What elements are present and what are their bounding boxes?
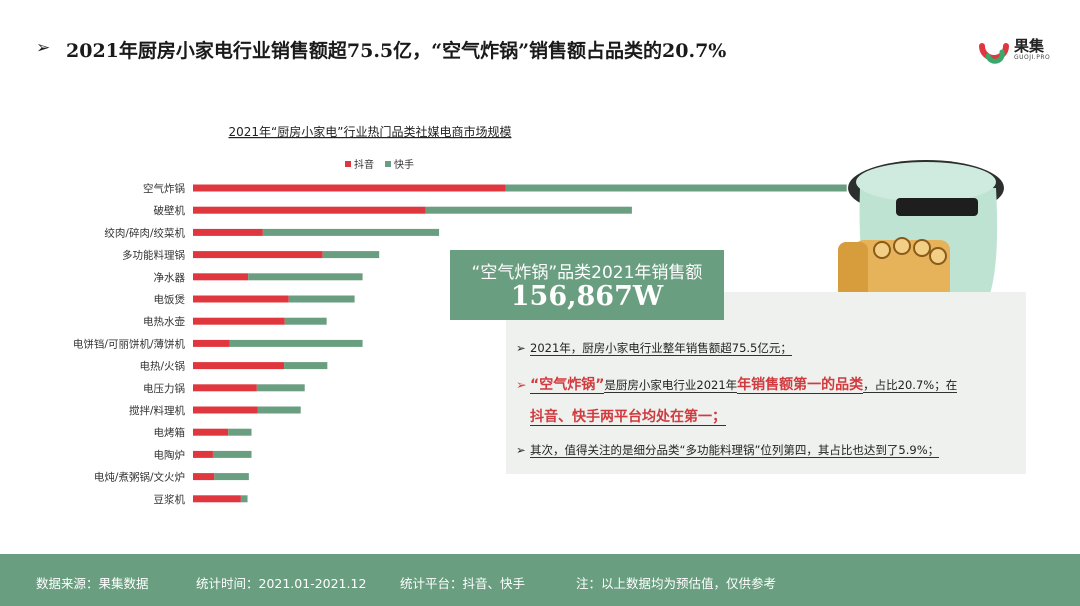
footer: 数据来源：果集数据 统计时间：2021.01-2021.12 统计平台：抖音、快… (0, 554, 1080, 606)
bar-segment-2 (284, 317, 327, 325)
category-label: 电饼铛/可丽饼机/薄饼机 (73, 337, 186, 350)
note-3-text: 其次，值得关注的是细分品类“多功能料理锅”位列第四，其占比也达到了5.9%； (530, 443, 940, 458)
bar-segment-2 (257, 406, 301, 414)
category-label: 豆浆机 (154, 493, 186, 506)
bar-segment-2 (262, 228, 440, 236)
bar-segment-2 (322, 251, 380, 259)
chart-title: 2021年“厨房小家电”行业热门品类社媒电商市场规模 (229, 124, 512, 139)
bar-segment-1 (193, 495, 241, 503)
footer-period: 统计时间：2021.01-2021.12 (196, 576, 367, 591)
bar-segment-1 (193, 228, 263, 236)
note-1: ➢ 2021年，厨房小家电行业整年销售额超75.5亿元； (516, 340, 792, 356)
note-arrow-icon: ➢ (516, 443, 526, 457)
callout-value: 156,867W (510, 281, 664, 312)
category-label: 破壁机 (154, 204, 186, 217)
footer-note: 注：以上数据均为预估值，仅供参考 (576, 576, 777, 591)
note-3: ➢ 其次，值得关注的是细分品类“多功能料理锅”位列第四，其占比也达到了5.9%； (516, 442, 940, 458)
page-title: 2021年厨房小家电行业销售额超75.5亿，“空气炸锅”销售额占品类的20.7% (66, 40, 727, 62)
bar-segment-1 (193, 184, 506, 192)
note-2-text-b: ，占比20.7%；在 (863, 378, 958, 393)
category-label: 搅拌/料理机 (129, 404, 186, 417)
bar-segment-2 (214, 473, 249, 481)
category-label: 绞肉/碎肉/绞菜机 (104, 226, 185, 239)
header: ➢ 2021年厨房小家电行业销售额超75.5亿，“空气炸锅”销售额占品类的20.… (0, 0, 1080, 80)
bar-segment-1 (193, 428, 229, 436)
note-arrow-icon: ➢ (516, 341, 526, 355)
bar-segment-2 (256, 384, 305, 392)
chart-area: 2021年“厨房小家电”行业热门品类社媒电商市场规模抖音 快手空气炸锅破壁机绞肉/… (40, 118, 900, 518)
bar-segment-1 (193, 450, 213, 458)
category-label: 电饭煲 (154, 293, 186, 306)
legend-label-2: 快手 (394, 158, 414, 171)
bar-segment-2 (240, 495, 248, 503)
bar-segment-1 (193, 295, 289, 303)
category-label: 空气炸锅 (143, 182, 185, 195)
logo-mark-icon (979, 43, 1009, 64)
bar-segment-1 (193, 339, 230, 347)
notes-panel: ➢ 2021年，厨房小家电行业整年销售额超75.5亿元； ➢ “空气炸锅”是厨房小家… (506, 292, 1026, 474)
logo-sub-text: GUOJI.PRO (1014, 54, 1051, 61)
bar-segment-1 (193, 384, 257, 392)
category-label: 电炖/煮粥锅/文火炉 (94, 471, 185, 484)
bar-segment-2 (284, 362, 328, 370)
bar-segment-2 (228, 428, 252, 436)
note-2-line2: 抖音、快手两平台均处在第一； (530, 406, 726, 426)
legend-swatch-2 (385, 161, 391, 167)
note-2-highlight-b: 年销售额第一的品类 (737, 377, 864, 394)
callout-box: “空气炸锅”品类2021年销售额 156,867W (450, 250, 724, 320)
note-2-text-a: 是厨房小家电行业2021年 (604, 378, 738, 393)
legend-swatch-1 (345, 161, 351, 167)
note-2-platforms: 抖音、快手两平台均处在第一； (530, 409, 726, 426)
brand-logo: 果集 GUOJI.PRO (978, 34, 1051, 66)
note-arrow-icon: ➢ (516, 377, 527, 392)
bullet-arrow-icon: ➢ (36, 38, 51, 58)
bar-segment-2 (288, 295, 355, 303)
category-label: 电热水壶 (143, 315, 185, 328)
category-label: 电压力锅 (143, 382, 185, 395)
note-2: ➢ “空气炸锅”是厨房小家电行业2021年年销售额第一的品类，占比20.7%；在 (516, 374, 958, 394)
category-label: 电热/火锅 (139, 360, 185, 373)
bar-segment-2 (505, 184, 847, 192)
bar-segment-1 (193, 362, 285, 370)
footer-source: 数据来源：果集数据 (36, 576, 149, 591)
note-2-highlight: “空气炸锅” (530, 377, 605, 394)
category-label: 多功能料理锅 (122, 249, 185, 262)
callout-title: “空气炸锅”品类2021年销售额 (471, 263, 703, 283)
air-fryer-image (826, 148, 1026, 338)
bar-segment-2 (212, 450, 252, 458)
note-1-text: 2021年，厨房小家电行业整年销售额超75.5亿元； (530, 341, 792, 356)
footer-platform: 统计平台：抖音、快手 (400, 576, 526, 591)
legend-label-1: 抖音 (354, 158, 374, 171)
bar-segment-1 (193, 206, 426, 214)
category-label: 净水器 (154, 271, 186, 284)
bar-segment-2 (248, 273, 363, 281)
bar-segment-1 (193, 406, 258, 414)
bar-segment-2 (425, 206, 632, 214)
bar-segment-1 (193, 473, 215, 481)
bar-segment-1 (193, 273, 249, 281)
bar-segment-1 (193, 317, 285, 325)
category-label: 电烤箱 (154, 426, 186, 439)
bar-segment-1 (193, 251, 323, 259)
category-label: 电陶炉 (154, 448, 186, 461)
logo-brand-text: 果集 (1014, 37, 1045, 55)
bar-segment-2 (229, 339, 363, 347)
